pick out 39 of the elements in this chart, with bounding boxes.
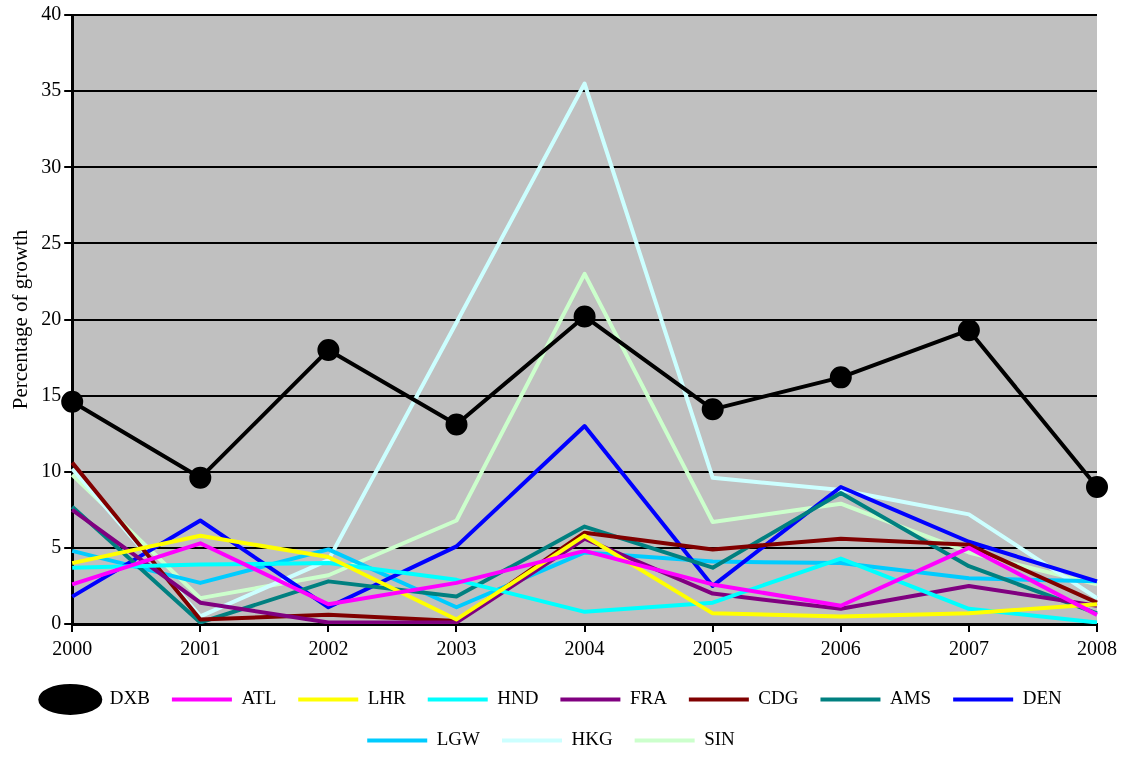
legend-label: HND [497,687,539,709]
y-tick-label: 35 [41,78,62,101]
y-tick-label: 40 [41,2,62,25]
x-tick-label: 2008 [1077,637,1117,660]
legend-label: AMS [889,687,932,709]
y-tick-label: 20 [41,306,62,329]
legend-label: SIN [704,728,736,750]
y-tick-label: 30 [41,154,62,177]
point [445,413,468,436]
y-tick-label: 15 [41,382,62,405]
point [829,366,852,389]
legend-label: DEN [1022,687,1062,709]
point [957,319,980,342]
legend-label: LHR [367,687,407,709]
x-tick-label: 2006 [820,637,861,660]
y-tick-label: 25 [41,230,62,253]
x-tick-label: 2000 [52,637,93,660]
point [189,466,212,489]
point [1086,475,1108,498]
legend-label: FRA [629,687,668,709]
legend-label: HKG [571,728,613,750]
point [317,338,340,361]
y-tick-label: 5 [51,535,62,558]
legend-label: LGW [436,728,481,750]
point [701,398,724,421]
y-axis-title: Percentage of growth [8,229,33,410]
point [61,390,84,413]
y-tick-label: 0 [51,611,62,634]
x-tick-label: 2007 [948,637,989,660]
legend-label: CDG [758,687,799,709]
x-tick-label: 2003 [436,637,477,660]
x-tick-label: 2001 [180,637,221,660]
x-tick-label: 2004 [564,637,605,660]
legend-label: DXB [109,687,150,709]
x-tick-label: 2002 [308,637,349,660]
x-tick-label: 2005 [692,637,733,660]
y-tick-label: 10 [41,459,62,481]
point [573,305,596,328]
legend-label: ATL [241,687,277,709]
